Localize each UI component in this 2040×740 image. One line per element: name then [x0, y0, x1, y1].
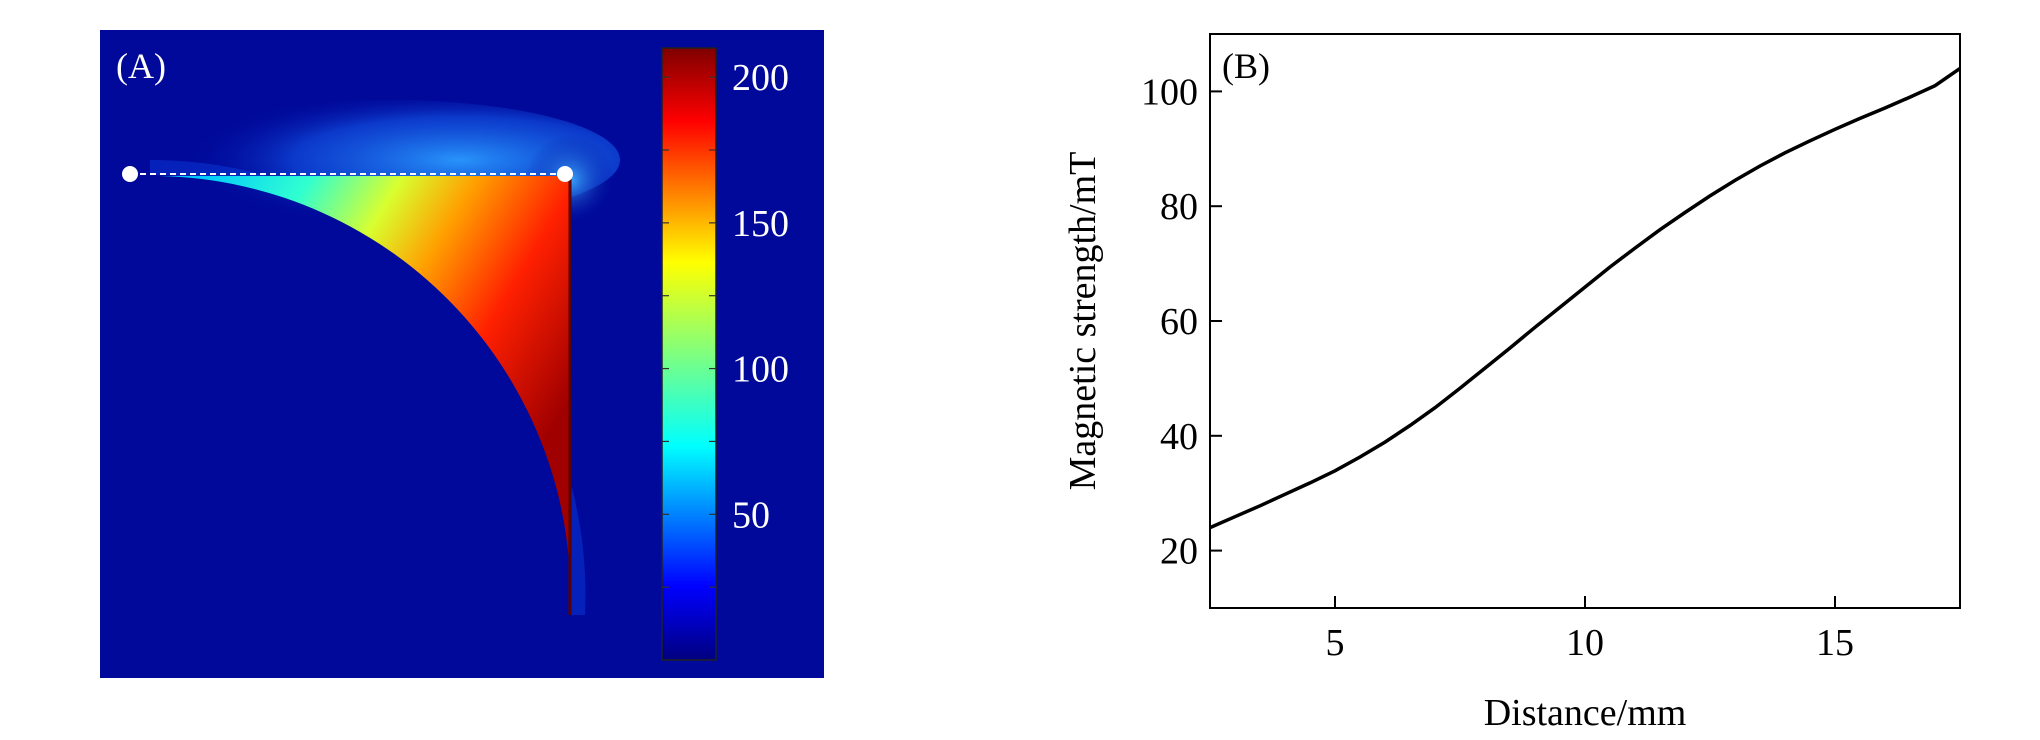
panel-b-label: (B) [1222, 46, 1270, 86]
y-tick-label: 60 [1160, 301, 1198, 343]
line-chart-panel: (B) 5 10 15 20 40 60 80 100 Distance/mm Magnet… [1062, 33, 1961, 734]
heatmap-panel: (A) 50 100 150 200 [100, 30, 824, 678]
colorbar-tick-label: 100 [732, 349, 789, 391]
x-axis-ticks: 5 10 15 [1326, 596, 1854, 664]
y-tick-label: 40 [1160, 416, 1198, 458]
colorbar-ticks: 50 100 150 200 [662, 57, 789, 588]
colorbar-tick-label: 150 [732, 203, 789, 245]
y-tick-label: 20 [1160, 531, 1198, 573]
y-tick-label: 80 [1160, 186, 1198, 228]
field-wedge [160, 176, 571, 615]
colorbar-tick-label: 200 [732, 57, 789, 99]
panel-a-label: (A) [116, 46, 166, 86]
y-tick-label: 100 [1141, 71, 1198, 113]
x-tick-label: 5 [1326, 622, 1345, 664]
plot-frame [1209, 33, 1961, 609]
y-axis-ticks: 20 40 60 80 100 [1141, 71, 1222, 573]
y-axis-label: Magnetic strength/mT [1062, 152, 1104, 491]
x-tick-label: 15 [1816, 622, 1854, 664]
x-axis-label: Distance/mm [1484, 692, 1687, 734]
colorbar [661, 47, 717, 661]
colorbar-tick-label: 50 [732, 494, 770, 536]
measurement-start-point [122, 166, 138, 182]
measurement-end-point [557, 166, 573, 182]
x-tick-label: 10 [1566, 622, 1604, 664]
series-line [1209, 66, 1961, 530]
